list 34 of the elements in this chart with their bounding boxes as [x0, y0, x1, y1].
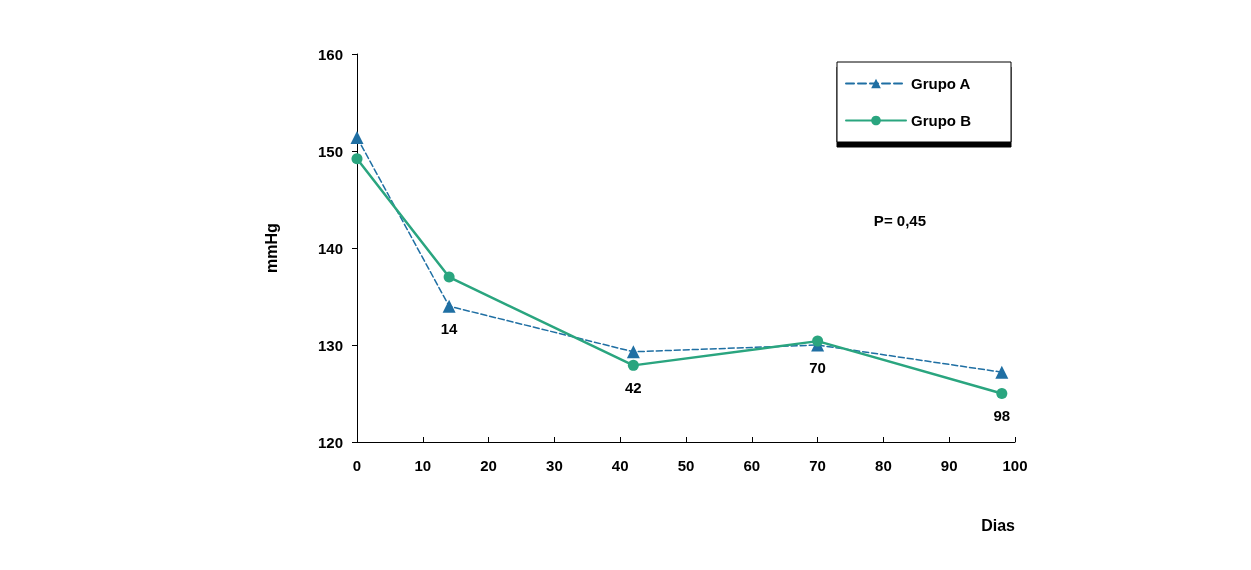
y-tick-label: 120: [317, 433, 343, 451]
point: [351, 153, 363, 165]
x-tick-label: 0: [352, 457, 362, 474]
point: [626, 345, 640, 359]
x-tick-label: 100: [1002, 457, 1028, 474]
point: [996, 388, 1008, 399]
annotation: 42: [625, 378, 642, 396]
annotation: 14: [440, 319, 459, 337]
legend-label: Grupo A: [911, 75, 971, 92]
point: [350, 130, 364, 144]
y-tick-label: 160: [317, 45, 343, 63]
x-tick-label: 40: [611, 457, 629, 474]
x-tick-label: 80: [875, 457, 892, 474]
point: [627, 359, 639, 371]
point: [443, 271, 455, 283]
annotation: P= 0,45: [873, 212, 927, 229]
point: [442, 299, 456, 313]
annotation: 98: [993, 407, 1011, 424]
x-tick-label: 20: [480, 457, 497, 474]
annotation: 70: [809, 358, 826, 376]
y-tick-label: 140: [317, 239, 343, 257]
y-axis-title: mmHg: [262, 223, 280, 273]
x-tick-label: 10: [414, 457, 432, 474]
y-tick-label: 130: [317, 336, 343, 354]
y-tick-label: 150: [317, 142, 343, 160]
x-axis-title: Dias: [981, 516, 1016, 534]
point: [812, 335, 824, 347]
x-tick-label: 30: [546, 457, 563, 474]
legend-label: Grupo B: [911, 112, 972, 129]
point: [995, 365, 1009, 379]
x-tick-label: 90: [940, 457, 958, 474]
x-tick-label: 60: [743, 457, 761, 474]
x-tick-label: 70: [809, 457, 826, 474]
x-tick-label: 50: [677, 457, 695, 474]
